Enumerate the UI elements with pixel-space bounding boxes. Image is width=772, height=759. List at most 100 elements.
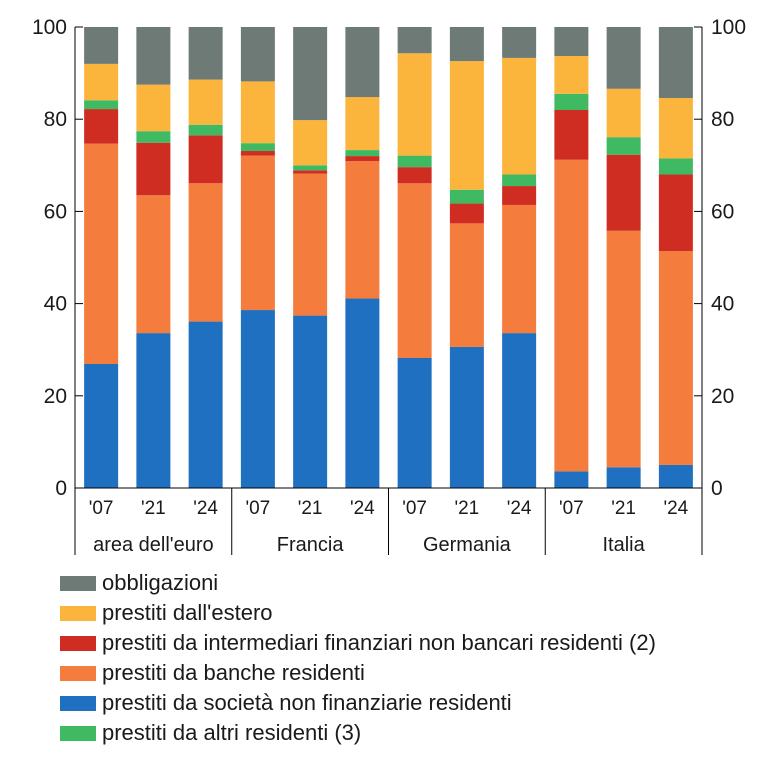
bar-segment	[554, 109, 589, 160]
x-tick-label: '21	[298, 498, 323, 519]
bar-segment	[240, 310, 275, 488]
bar-segment	[188, 79, 223, 125]
bar-segment	[188, 183, 223, 322]
x-tick-label: '24	[350, 498, 375, 519]
bar-segment	[240, 155, 275, 311]
bar-segment	[606, 27, 641, 89]
x-tick-label: '21	[454, 498, 479, 519]
bar-segment	[397, 53, 432, 156]
bar-segment	[345, 156, 380, 162]
legend-swatch	[60, 695, 96, 711]
bar-segment	[606, 467, 641, 488]
bar-segment	[554, 159, 589, 472]
bar-segment	[658, 174, 693, 252]
legend-item: prestiti da società non finanziarie resi…	[60, 688, 656, 718]
legend-label: obbligazioni	[102, 570, 219, 595]
bar-segment	[502, 174, 537, 187]
y-tick-label-left: 80	[44, 108, 67, 131]
bar-segment	[606, 154, 641, 231]
bars-layer	[84, 27, 693, 488]
bar-segment	[658, 97, 693, 159]
bar-segment	[293, 173, 328, 316]
legend-label: prestiti da società non finanziarie resi…	[102, 690, 512, 715]
bar-segment	[397, 27, 432, 54]
bar-segment	[293, 170, 328, 174]
legend-label: prestiti da intermediari finanziari non …	[102, 630, 656, 655]
legend-swatch	[60, 725, 96, 741]
bar-segment	[240, 81, 275, 144]
bar-segment	[345, 97, 380, 151]
x-tick-label: '24	[663, 498, 688, 519]
bar-segment	[188, 135, 223, 184]
bar-segment	[84, 63, 119, 101]
bar-segment	[136, 84, 171, 132]
bar-segment	[345, 298, 380, 488]
y-tick-label-left: 20	[44, 385, 67, 408]
bar-segment	[136, 195, 171, 334]
bar-segment	[84, 109, 119, 144]
legend-item: obbligazioni	[60, 568, 656, 598]
bar-segment	[606, 88, 641, 138]
bar-segment	[136, 27, 171, 85]
bar-segment	[240, 27, 275, 82]
bar-segment	[449, 346, 484, 488]
bar-segment	[397, 183, 432, 358]
bar-segment	[502, 333, 537, 488]
bar-segment	[606, 137, 641, 155]
legend-swatch	[60, 605, 96, 621]
bar-segment	[188, 321, 223, 488]
bar-segment	[658, 158, 693, 175]
x-tick-label: '07	[89, 498, 114, 519]
bar-segment	[293, 165, 328, 171]
y-tick-label-left: 100	[32, 16, 67, 39]
x-tick-label: '21	[141, 498, 166, 519]
x-tick-label: '07	[245, 498, 270, 519]
bar-segment	[84, 100, 119, 110]
bar-segment	[554, 471, 589, 488]
bar-segment	[449, 189, 484, 204]
x-tick-label: '24	[507, 498, 532, 519]
y-tick-label-right: 100	[711, 16, 746, 39]
y-tick-label-left: 0	[55, 477, 67, 500]
bar-segment	[240, 143, 275, 152]
legend: obbligazioni prestiti dall'estero prestiti…	[60, 568, 656, 748]
bar-segment	[554, 93, 589, 110]
bar-segment	[188, 124, 223, 136]
group-label: Francia	[277, 534, 345, 556]
bar-segment	[502, 186, 537, 205]
bar-segment	[293, 120, 328, 166]
bar-segment	[502, 204, 537, 334]
legend-label: prestiti da altri residenti (3)	[102, 720, 362, 745]
stacked-bar-chart: 0 0 20 20 40 40 60 60 80 80 100 100 '07 '21 '24 area de…	[32, 16, 746, 556]
bar-segment	[397, 155, 432, 168]
bar-segment	[136, 131, 171, 143]
bar-segment	[502, 57, 537, 175]
legend-item: prestiti da altri residenti (3)	[60, 718, 656, 748]
bar-segment	[345, 27, 380, 98]
y-tick-label-right: 0	[711, 477, 723, 500]
bar-segment	[449, 203, 484, 224]
bar-segment	[136, 142, 171, 196]
bar-segment	[240, 151, 275, 156]
axes-layer: 0 0 20 20 40 40 60 60 80 80 100 100 '07 '21 '24 area de…	[32, 16, 746, 556]
bar-segment	[502, 27, 537, 58]
bar-segment	[84, 27, 119, 64]
legend-label: prestiti dall'estero	[102, 600, 273, 625]
y-tick-label-left: 60	[44, 200, 67, 223]
bar-segment	[449, 27, 484, 62]
bar-segment	[188, 27, 223, 80]
bar-segment	[293, 315, 328, 488]
legend-swatch	[60, 665, 96, 681]
bar-segment	[345, 150, 380, 157]
x-tick-label: '07	[559, 498, 584, 519]
bar-segment	[658, 464, 693, 488]
bar-segment	[554, 56, 589, 94]
bar-segment	[449, 223, 484, 347]
bar-segment	[658, 251, 693, 465]
bar-segment	[293, 27, 328, 121]
y-tick-label-right: 40	[711, 293, 734, 316]
bar-segment	[606, 230, 641, 468]
legend-label: prestiti da banche residenti	[102, 660, 365, 685]
x-tick-label: '24	[193, 498, 218, 519]
bar-segment	[136, 333, 171, 488]
